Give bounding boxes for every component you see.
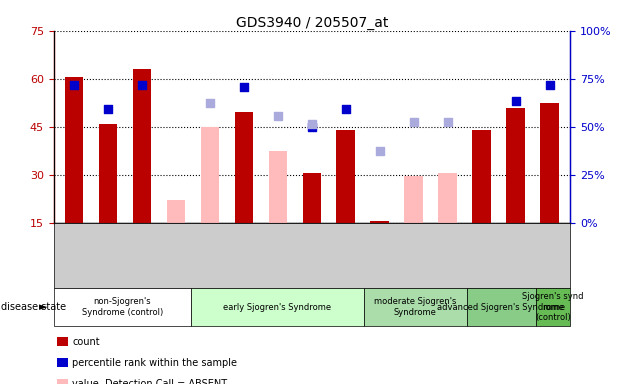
Text: value, Detection Call = ABSENT: value, Detection Call = ABSENT xyxy=(72,379,227,384)
Point xyxy=(511,98,521,104)
Point xyxy=(103,106,113,112)
Bar xyxy=(541,103,559,223)
Point xyxy=(409,119,419,125)
Bar xyxy=(166,200,185,223)
Text: percentile rank within the sample: percentile rank within the sample xyxy=(72,358,238,368)
Bar xyxy=(132,69,151,223)
Bar xyxy=(370,221,389,223)
Point xyxy=(545,82,555,88)
Text: advanced Sjogren's Syndrome: advanced Sjogren's Syndrome xyxy=(437,303,565,312)
Bar xyxy=(507,108,525,223)
Point xyxy=(375,148,385,154)
Point xyxy=(137,82,147,88)
Bar xyxy=(472,130,491,223)
Bar xyxy=(268,151,287,223)
Point xyxy=(341,106,351,112)
Bar xyxy=(65,77,83,223)
Point xyxy=(239,84,249,90)
Title: GDS3940 / 205507_at: GDS3940 / 205507_at xyxy=(236,16,388,30)
Text: non-Sjogren's
Syndrome (control): non-Sjogren's Syndrome (control) xyxy=(82,298,163,317)
Bar xyxy=(336,130,355,223)
Point xyxy=(273,113,283,119)
Bar xyxy=(98,124,117,223)
Text: early Sjogren's Syndrome: early Sjogren's Syndrome xyxy=(224,303,331,312)
Text: moderate Sjogren's
Syndrome: moderate Sjogren's Syndrome xyxy=(374,298,456,317)
Text: count: count xyxy=(72,337,100,347)
Point xyxy=(205,100,215,106)
Point xyxy=(307,121,317,127)
Point xyxy=(443,119,453,125)
Text: disease state: disease state xyxy=(1,302,66,312)
Bar xyxy=(200,127,219,223)
Bar xyxy=(438,173,457,223)
Point xyxy=(69,82,79,88)
Text: Sjogren's synd
rome
(control): Sjogren's synd rome (control) xyxy=(522,292,583,322)
Point xyxy=(307,124,317,130)
Bar xyxy=(234,113,253,223)
Bar xyxy=(404,176,423,223)
Bar xyxy=(302,173,321,223)
Text: ►: ► xyxy=(38,302,47,312)
